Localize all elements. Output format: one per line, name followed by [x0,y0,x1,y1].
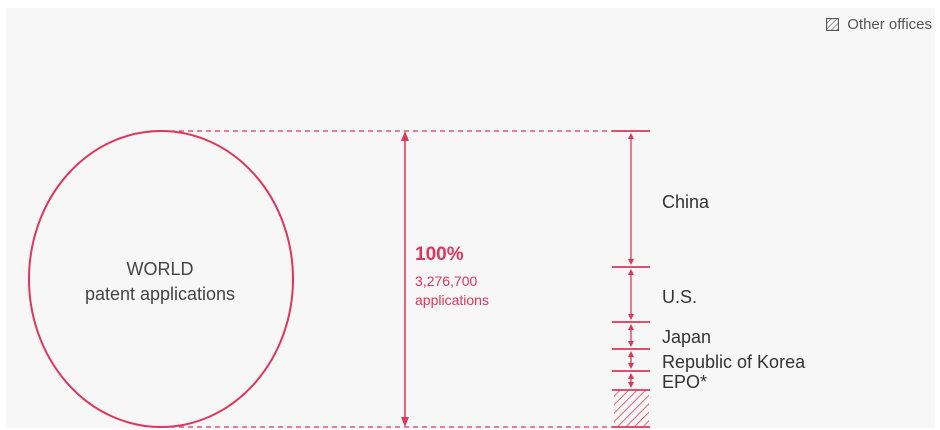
segment-arrow-top-us [628,269,634,275]
office-segments [612,130,650,428]
office-label-us: U.S. [662,287,698,307]
segment-arrow-bottom-korea [628,363,634,369]
total-percent: 100% [415,244,464,265]
world-label-line2: patent applications [84,284,236,304]
other-offices-hatched-block [614,390,649,426]
total-count: 3,276,700 [415,273,478,289]
total-span-arrow-bottom [401,417,409,427]
diagram-panel [6,8,935,428]
segment-arrow-bottom-china [628,259,634,265]
segment-arrow-top-japan [628,324,634,330]
segment-arrow-top-china [628,133,634,139]
hatched-square-icon [826,18,840,31]
office-label-korea: Republic of Korea [662,352,806,372]
legend-label: Other offices [847,16,932,33]
legend: Other offices [826,16,932,33]
office-label-epo: EPO* [662,372,708,392]
office-label-japan: Japan [662,327,712,347]
total-unit: applications [415,292,489,308]
segment-arrow-bottom-epo [628,382,634,388]
world-label-line1: WORLD [126,259,194,279]
segment-arrow-bottom-us [628,314,634,320]
segment-arrow-bottom-japan [628,341,634,347]
segment-arrow-top-korea [628,351,634,357]
office-label-china: China [662,192,710,212]
total-span-arrow-top [401,131,409,141]
segment-arrow-top-epo [628,373,634,379]
